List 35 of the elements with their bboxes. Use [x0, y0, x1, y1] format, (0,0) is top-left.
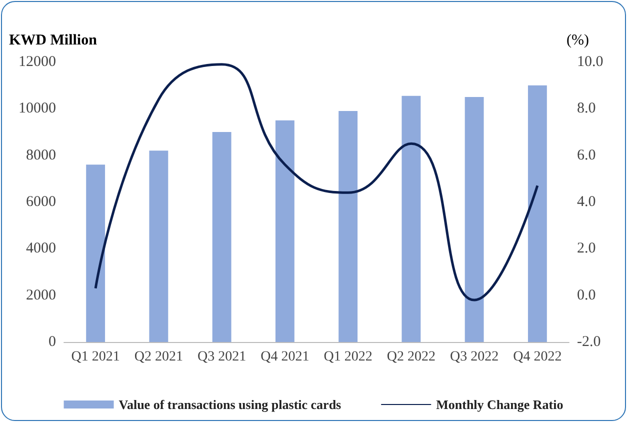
y-tick-label: 8000 [26, 147, 56, 164]
y-tick-label: 4000 [26, 240, 56, 257]
y2-tick-label: 0.0 [577, 287, 596, 304]
y-tick-label: 2000 [26, 287, 56, 304]
y2-tick-label: 2.0 [577, 240, 596, 257]
y2-tick-label: 6.0 [577, 147, 596, 164]
y2-tick-label: 8.0 [577, 100, 596, 117]
y2-tick-label: 4.0 [577, 194, 596, 210]
x-tick-label: Q2 2022 [386, 350, 436, 364]
y-axis-title: KWD Million [9, 32, 98, 48]
y2-tick-label: 10.0 [577, 54, 604, 70]
bar [149, 150, 168, 342]
bar [212, 132, 232, 342]
x-tick-label: Q3 2021 [198, 350, 246, 364]
bar [528, 85, 547, 342]
bar [338, 111, 358, 342]
x-tick-label: Q1 2021 [71, 350, 120, 364]
y-tick-label: 10000 [18, 100, 56, 117]
legend-label: Monthly Change Ratio [436, 397, 564, 412]
x-tick-label: Q4 2022 [513, 350, 562, 364]
x-tick-label: Q4 2021 [260, 350, 310, 364]
x-tick-label: Q1 2022 [324, 350, 372, 364]
x-tick-label: Q3 2022 [450, 350, 499, 364]
bar [402, 96, 421, 342]
y-tick-label: 6000 [26, 194, 56, 210]
bar [464, 97, 484, 342]
y-tick-label: 12000 [18, 54, 56, 70]
bar [86, 164, 106, 342]
y2-axis-title: (%) [566, 32, 589, 48]
y-tick-label: 0 [48, 334, 56, 350]
legend-label: Value of transactions using plastic cards [118, 397, 342, 412]
line-series [94, 63, 539, 302]
y2-tick-label: -2.0 [577, 334, 601, 350]
bar [275, 120, 294, 342]
x-tick-label: Q2 2021 [134, 350, 183, 364]
